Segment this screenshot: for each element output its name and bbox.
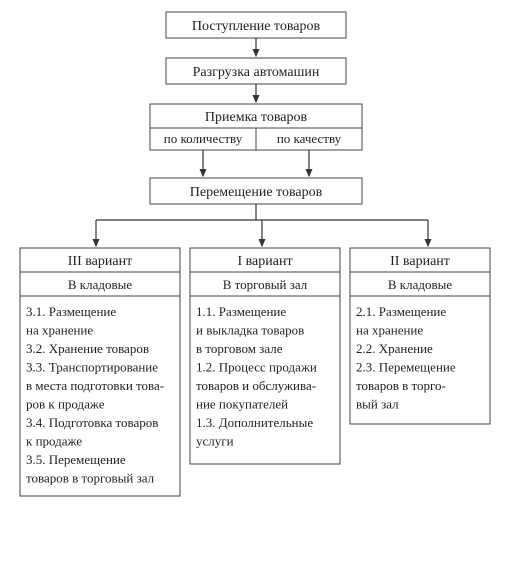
flowchart-canvas: Поступление товаров Разгрузка автомашин … <box>0 0 507 571</box>
item-line: 1.1. Размещение <box>196 304 286 319</box>
item-line: 3.1. Размещение <box>26 304 116 319</box>
item-line: товаров в торго- <box>356 378 446 393</box>
item-line: в торговом зале <box>196 341 283 356</box>
node-peremeshchenie-label: Перемещение товаров <box>190 185 323 200</box>
item-line: в места подготовки това- <box>26 378 164 393</box>
item-line: на хранение <box>356 323 423 338</box>
item-line: 2.2. Хранение <box>356 341 433 356</box>
node-var3-title: III вариант <box>68 254 132 269</box>
node-priemka-kol-label: по количеству <box>164 131 243 146</box>
item-line: 3.2. Хранение товаров <box>26 341 149 356</box>
node-var3-dest: В кладовые <box>68 277 132 292</box>
node-priemka-kach-label: по качеству <box>277 131 342 146</box>
node-razgruzka-label: Разгрузка автомашин <box>193 65 320 80</box>
node-var2-dest: В кладовые <box>388 277 452 292</box>
node-var1-title: I вариант <box>237 254 292 269</box>
item-line: услуги <box>196 434 234 449</box>
node-var1-dest: В торговый зал <box>223 277 308 292</box>
item-line: 3.4. Подготовка товаров <box>26 415 158 430</box>
item-line: 3.5. Перемещение <box>26 452 126 467</box>
item-line: 3.3. Транспортирование <box>26 360 158 375</box>
item-line: 2.1. Размещение <box>356 304 446 319</box>
item-line: и выкладка товаров <box>196 323 304 338</box>
item-line: ров к продаже <box>26 397 105 412</box>
node-postuplenie-label: Поступление товаров <box>192 19 321 34</box>
node-var2-title: II вариант <box>390 254 450 269</box>
node-var3: III вариант В кладовые 3.1. Размещение на… <box>20 248 180 496</box>
item-line: к продаже <box>26 434 82 449</box>
item-line: ние покупателей <box>196 397 288 412</box>
node-priemka-label: Приемка товаров <box>205 110 308 125</box>
item-line: 1.3. Дополнительные <box>196 415 313 430</box>
item-line: 2.3. Перемещение <box>356 360 456 375</box>
item-line: вый зал <box>356 397 399 412</box>
item-line: товаров в торговый зал <box>26 471 155 486</box>
item-line: на хранение <box>26 323 93 338</box>
item-line: 1.2. Процесс продажи <box>196 360 317 375</box>
node-var2: II вариант В кладовые 2.1. Размещение на … <box>350 248 490 424</box>
node-var1: I вариант В торговый зал 1.1. Размещение… <box>190 248 340 464</box>
item-line: товаров и обслужива- <box>196 378 316 393</box>
